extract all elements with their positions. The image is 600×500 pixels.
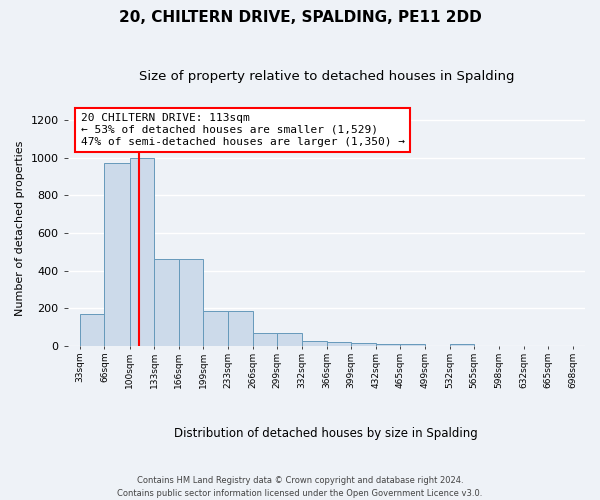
Bar [327,342,351,346]
Bar [179,258,203,346]
Bar [277,333,302,346]
Bar [302,342,327,346]
Bar [400,344,425,346]
Bar [228,312,253,346]
Bar [80,314,104,346]
Bar [376,344,400,346]
Bar [130,158,154,346]
Bar [104,164,130,346]
Title: Size of property relative to detached houses in Spalding: Size of property relative to detached ho… [139,70,514,83]
Text: 20, CHILTERN DRIVE, SPALDING, PE11 2DD: 20, CHILTERN DRIVE, SPALDING, PE11 2DD [119,10,481,25]
Bar [351,344,376,346]
X-axis label: Distribution of detached houses by size in Spalding: Distribution of detached houses by size … [175,427,478,440]
Bar [203,312,228,346]
Text: 20 CHILTERN DRIVE: 113sqm
← 53% of detached houses are smaller (1,529)
47% of se: 20 CHILTERN DRIVE: 113sqm ← 53% of detac… [80,114,404,146]
Bar [253,333,277,346]
Bar [154,258,179,346]
Y-axis label: Number of detached properties: Number of detached properties [15,140,25,316]
Text: Contains HM Land Registry data © Crown copyright and database right 2024.
Contai: Contains HM Land Registry data © Crown c… [118,476,482,498]
Bar [450,344,474,346]
